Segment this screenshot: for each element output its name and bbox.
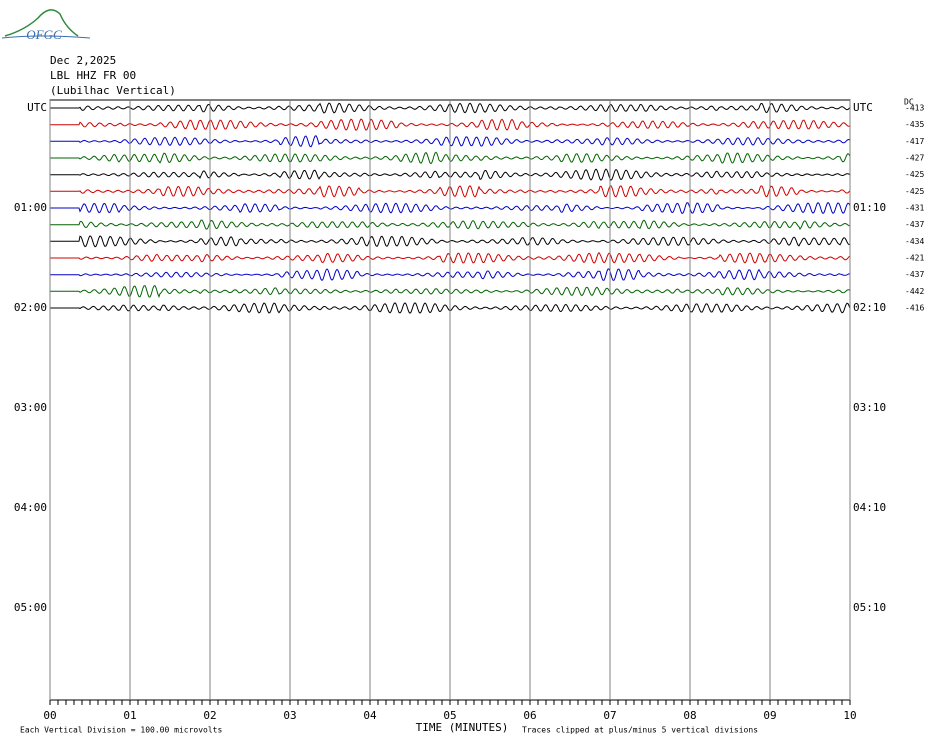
right-label: 01:10 — [853, 201, 886, 214]
x-tick-label: 00 — [43, 709, 56, 722]
logo: OFGC — [1, 9, 91, 42]
left-label: 01:00 — [14, 201, 47, 214]
x-tick-label: 09 — [763, 709, 776, 722]
dc-value: -437 — [905, 270, 924, 279]
right-label: 02:10 — [853, 301, 886, 314]
right-label: 03:10 — [853, 401, 886, 414]
dc-value: -425 — [905, 187, 924, 196]
dc-value: -442 — [905, 287, 924, 296]
dc-value: -427 — [905, 154, 924, 163]
footer-left: Each Vertical Division = 100.00 microvol… — [20, 726, 222, 735]
right-label: 04:10 — [853, 501, 886, 514]
logo-text: OFGC — [26, 27, 62, 42]
right-label: UTC — [853, 101, 873, 114]
x-tick-label: 01 — [123, 709, 136, 722]
dc-value: -421 — [905, 254, 924, 263]
x-tick-label: 04 — [363, 709, 377, 722]
right-label: 05:10 — [853, 601, 886, 614]
location: (Lubilhac Vertical) — [50, 84, 176, 97]
x-tick-label: 06 — [523, 709, 536, 722]
dc-value: -435 — [905, 120, 924, 129]
dc-value: -437 — [905, 220, 924, 229]
footer-right: Traces clipped at plus/minus 5 vertical … — [522, 726, 758, 735]
x-tick-label: 05 — [443, 709, 456, 722]
dc-value: -431 — [905, 204, 924, 213]
dc-value: -417 — [905, 137, 924, 146]
dc-value: -425 — [905, 170, 924, 179]
x-tick-label: 03 — [283, 709, 296, 722]
x-tick-label: 07 — [603, 709, 616, 722]
station: LBL HHZ FR 00 — [50, 69, 136, 82]
x-tick-label: 10 — [843, 709, 856, 722]
x-axis-title: TIME (MINUTES) — [416, 721, 509, 734]
x-tick-label: 02 — [203, 709, 216, 722]
left-label: 05:00 — [14, 601, 47, 614]
left-label: UTC — [27, 101, 47, 114]
dc-value: -413 — [905, 104, 924, 113]
left-label: 03:00 — [14, 401, 47, 414]
left-label: 04:00 — [14, 501, 47, 514]
x-tick-label: 08 — [683, 709, 696, 722]
dc-value: -416 — [905, 304, 924, 313]
dc-value: -434 — [905, 237, 924, 246]
left-label: 02:00 — [14, 301, 47, 314]
dc-label: DC — [904, 98, 914, 107]
date: Dec 2,2025 — [50, 54, 116, 67]
